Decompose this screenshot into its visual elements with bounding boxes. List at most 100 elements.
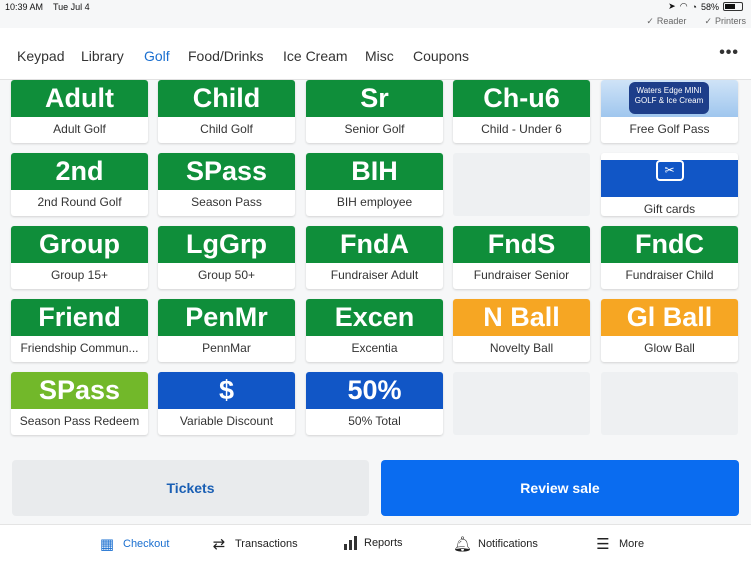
item-code: Sr bbox=[306, 80, 443, 117]
device-status: ✓ Reader ✓ Printers bbox=[646, 16, 746, 27]
nav-reports[interactable]: Reports bbox=[344, 535, 403, 550]
item-name: Gift cards bbox=[643, 202, 696, 216]
item-name: Season Pass bbox=[191, 195, 262, 209]
reader-label: Reader bbox=[656, 16, 687, 26]
item-tile[interactable]: Ch-u6 Child - Under 6 bbox=[453, 80, 590, 143]
item-name: Season Pass Redeem bbox=[19, 414, 140, 428]
item-tile[interactable]: SPass Season Pass Redeem bbox=[11, 372, 148, 435]
item-code: 50% bbox=[306, 372, 443, 409]
item-name: Novelty Ball bbox=[489, 341, 554, 355]
item-tile[interactable]: ✂ Gift cards bbox=[601, 153, 738, 216]
item-tile[interactable]: SPass Season Pass bbox=[158, 153, 295, 216]
item-tile[interactable]: Friend Friendship Commun... bbox=[11, 299, 148, 362]
item-code: PenMr bbox=[158, 299, 295, 336]
item-name: BIH employee bbox=[336, 195, 413, 209]
tab-misc[interactable]: Misc bbox=[365, 48, 394, 64]
nav-label: Checkout bbox=[123, 538, 170, 550]
item-code: Group bbox=[11, 226, 148, 263]
item-name: Friendship Commun... bbox=[20, 341, 139, 355]
battery-icon bbox=[723, 2, 743, 11]
nav-label: Transactions bbox=[235, 538, 298, 550]
item-code: N Ball bbox=[453, 299, 590, 336]
tickets-button[interactable]: Tickets bbox=[12, 460, 369, 516]
nav-label: Notifications bbox=[478, 538, 538, 550]
tab-ice-cream[interactable]: Ice Cream bbox=[283, 48, 348, 64]
item-code-area: ✂ bbox=[601, 160, 738, 197]
waters-edge-logo: Waters Edge MINI GOLF & Ice Cream bbox=[601, 80, 738, 117]
item-name: Fundraiser Child bbox=[625, 268, 714, 282]
gift-card-icon: ✂ bbox=[655, 160, 684, 181]
swap-icon: ⇄ bbox=[212, 536, 226, 553]
item-tile[interactable]: Adult Adult Golf bbox=[11, 80, 148, 143]
item-name: Senior Golf bbox=[344, 122, 405, 136]
nav-notifications[interactable]: 🔔︎ Notifications bbox=[453, 535, 538, 553]
tab-golf[interactable]: Golf bbox=[144, 48, 170, 64]
item-tile[interactable]: N Ball Novelty Ball bbox=[453, 299, 590, 362]
item-tile[interactable]: 50% 50% Total bbox=[306, 372, 443, 435]
item-tile[interactable]: 2nd 2nd Round Golf bbox=[11, 153, 148, 216]
item-code: SPass bbox=[158, 153, 295, 190]
alarm-icon: ◔ bbox=[691, 1, 697, 12]
item-code: SPass bbox=[11, 372, 148, 409]
tab-coupons[interactable]: Coupons bbox=[413, 48, 470, 64]
status-date: Tue Jul 4 bbox=[53, 2, 90, 12]
item-code: $ bbox=[158, 372, 295, 409]
item-tile[interactable]: LgGrp Group 50+ bbox=[158, 226, 295, 289]
item-tile[interactable]: Waters Edge MINI GOLF & Ice Cream Free G… bbox=[601, 80, 738, 143]
item-name: PennMar bbox=[202, 341, 251, 355]
empty-tile bbox=[601, 372, 738, 435]
check-icon: ✓ bbox=[704, 16, 712, 26]
item-tile[interactable]: FndS Fundraiser Senior bbox=[453, 226, 590, 289]
check-icon: ✓ bbox=[646, 16, 654, 26]
logo-text: Waters Edge MINI GOLF & Ice Cream bbox=[629, 82, 709, 114]
category-tabs: Keypad Library Golf Food/Drinks Ice Crea… bbox=[0, 28, 751, 80]
item-name: Group 50+ bbox=[197, 268, 256, 282]
item-name: Group 15+ bbox=[50, 268, 109, 282]
nav-transactions[interactable]: ⇄ Transactions bbox=[210, 535, 298, 553]
status-bar: 10:39 AM Tue Jul 4 ➤ ◠ ◔ 58% bbox=[0, 0, 751, 14]
nav-more[interactable]: ☰ More bbox=[594, 535, 644, 553]
item-name: Variable Discount bbox=[179, 414, 274, 428]
item-tile[interactable]: Sr Senior Golf bbox=[306, 80, 443, 143]
item-name: Excentia bbox=[351, 341, 398, 355]
item-name: 50% Total bbox=[348, 414, 401, 428]
tab-library[interactable]: Library bbox=[81, 48, 124, 64]
item-name: Adult Golf bbox=[53, 122, 106, 136]
status-right: ➤ ◠ ◔ 58% bbox=[668, 1, 743, 12]
bar-chart-icon bbox=[344, 535, 357, 550]
nav-label: More bbox=[619, 538, 645, 550]
location-icon: ➤ bbox=[668, 1, 676, 11]
menu-icon: ☰ bbox=[596, 536, 610, 553]
item-tile[interactable]: Group Group 15+ bbox=[11, 226, 148, 289]
nav-checkout[interactable]: ▦ Checkout bbox=[98, 535, 170, 553]
review-sale-button[interactable]: Review sale bbox=[381, 460, 739, 516]
item-name: Free Golf Pass bbox=[629, 122, 710, 136]
item-code: FndS bbox=[453, 226, 590, 263]
item-tile[interactable]: PenMr PennMar bbox=[158, 299, 295, 362]
item-name: Fundraiser Senior bbox=[473, 268, 570, 282]
item-name: Child - Under 6 bbox=[481, 122, 562, 136]
item-name: Glow Ball bbox=[644, 341, 695, 355]
item-code: BIH bbox=[306, 153, 443, 190]
more-options-icon[interactable]: ••• bbox=[719, 44, 739, 61]
item-tile[interactable]: FndC Fundraiser Child bbox=[601, 226, 738, 289]
item-tile[interactable]: BIH BIH employee bbox=[306, 153, 443, 216]
item-tile[interactable]: FndA Fundraiser Adult bbox=[306, 226, 443, 289]
item-tile[interactable]: Child Child Golf bbox=[158, 80, 295, 143]
item-tile[interactable]: Gl Ball Glow Ball bbox=[601, 299, 738, 362]
item-code: Excen bbox=[306, 299, 443, 336]
item-code: FndA bbox=[306, 226, 443, 263]
reader-status[interactable]: ✓ Reader bbox=[646, 16, 686, 27]
tab-keypad[interactable]: Keypad bbox=[17, 48, 65, 64]
printers-status[interactable]: ✓ Printers bbox=[704, 16, 746, 27]
grid-icon: ▦ bbox=[99, 536, 115, 553]
battery-percent: 58% bbox=[700, 1, 719, 12]
bottom-nav: ▦ Checkout ⇄ Transactions Reports 🔔︎ Not… bbox=[0, 524, 751, 563]
bell-icon: 🔔︎ bbox=[453, 536, 473, 553]
item-code: FndC bbox=[601, 226, 738, 263]
item-tile[interactable]: Excen Excentia bbox=[306, 299, 443, 362]
item-tile[interactable]: $ Variable Discount bbox=[158, 372, 295, 435]
item-name: Fundraiser Adult bbox=[330, 268, 419, 282]
tab-food-drinks[interactable]: Food/Drinks bbox=[188, 48, 264, 64]
item-code: Ch-u6 bbox=[453, 80, 590, 117]
